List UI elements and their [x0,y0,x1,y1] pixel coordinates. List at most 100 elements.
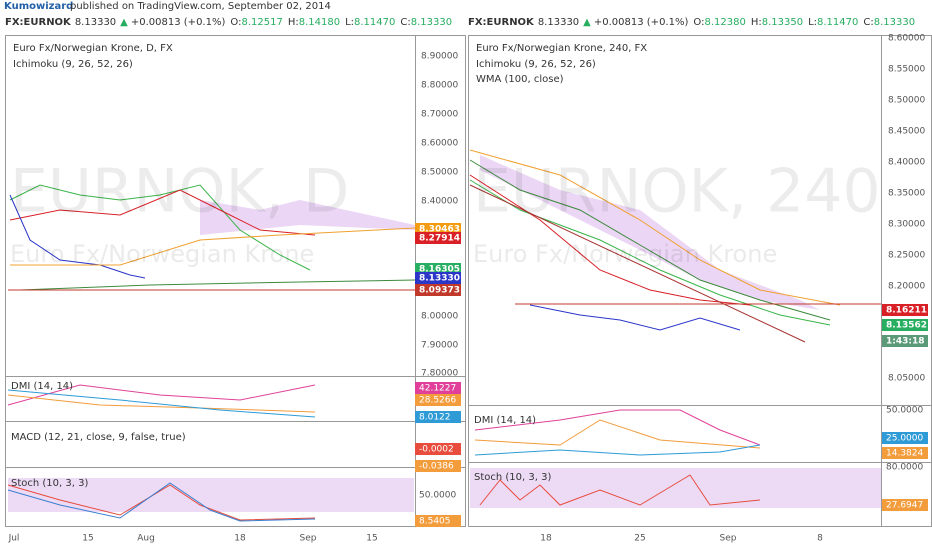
price-tag: 8.16305 [419,265,460,275]
field-value: 8.13330 [411,17,452,28]
up-arrow: ▲ [583,17,591,28]
price-tick: 8.40000 [888,158,925,168]
field-label: H: [288,17,299,28]
pane-label: DMI (14, 14) [11,381,73,392]
pane-tag-bg [415,394,461,406]
field-value: 8.12380 [704,17,745,28]
price-tag-bg [882,304,928,316]
price-tick: 8.20000 [888,282,925,292]
price-tag-bg [415,272,461,284]
pane-tag: 25.0000 [886,434,923,444]
chart-title: Euro Fx/Norwegian Krone, D, FX [13,43,173,54]
pane-tag-bg [415,460,461,472]
pane-label: Stoch (10, 3, 3) [474,472,551,483]
quote-line: FX:EURNOK 8.13330 ▲ +0.00813 (+0.1%) O:8.125… [5,17,452,28]
price-tick: 7.90000 [421,341,458,351]
price-tick: 8.45000 [888,127,925,137]
chart-title: Euro Fx/Norwegian Krone, 240, FX [476,43,647,54]
field-value: 8.13350 [762,17,803,28]
up-arrow: ▲ [120,17,128,28]
pane-tag: 42.1227 [419,384,456,394]
time-tick: 15 [366,534,377,544]
price-tag-bg [415,232,461,244]
last-price: 8.13330 [538,17,579,28]
field-value: 8.14180 [299,17,340,28]
field-label: C: [863,17,873,28]
watermark-sub: Euro Fx/Norwegian Krone [473,240,777,268]
pane-tag: 8.5405 [419,517,451,527]
pane-tag: 50.0000 [419,491,456,501]
time-tick: Sep [300,534,317,544]
price-tag: 8.16211 [886,306,927,316]
pane-tag-bg [882,432,928,444]
time-tick: 18 [234,534,246,544]
watermark-sub: Euro Fx/Norwegian Krone [10,240,314,268]
published: published on TradingView.com, September … [70,1,331,12]
field-value: 8.12517 [241,17,282,28]
time-tick: Jul [8,534,20,544]
time-tick: Sep [720,534,737,544]
pane-tag: 28.5266 [419,396,456,406]
pane-tag-bg [415,443,461,455]
price-tag: 1:43:18 [886,337,925,347]
pane-tag: -0.0386 [419,462,454,472]
field-label: L: [345,17,354,28]
field-value: 8.11470 [354,17,395,28]
price-tag-bg [882,335,928,347]
pane-tag: 14.3824 [886,449,923,459]
watermark: EURNOK, 240 [473,157,881,227]
pane-tag: -0.0002 [419,445,454,455]
price-tag: 8.09373 [419,286,460,296]
time-tick: 15 [82,534,93,544]
author[interactable]: Kumowizard [4,1,73,12]
field-label: C: [400,17,410,28]
price-tag-bg [882,319,928,331]
price-tick: 8.80000 [421,81,458,91]
price-tag: 8.13330 [419,274,460,284]
watermark: EURNOK, D [10,157,349,227]
symbol: FX:EURNOK [468,17,535,28]
indicator-label: Ichimoku (9, 26, 52, 26) [476,59,596,70]
pane-tag-bg [415,411,461,423]
indicator-label: Ichimoku (9, 26, 52, 26) [13,59,133,70]
time-tick: 8 [817,534,823,544]
change: +0.00813 (+0.1%) [594,17,689,28]
price-tick: 8.50000 [421,168,458,178]
price-tick: 8.90000 [421,52,458,62]
price-tag-bg [415,284,461,296]
pane-tag: 27.6947 [886,501,923,511]
price-tag: 8.13562 [886,321,927,331]
symbol: FX:EURNOK [5,17,72,28]
price-tick: 7.80000 [421,369,458,379]
indicator-label: WMA (100, close) [476,74,564,85]
pane-tag-bg [882,499,928,511]
field-label: L: [808,17,817,28]
time-tick: Aug [137,534,155,544]
pane-tag-bg [415,382,461,394]
price-tag: 8.30463 [419,225,460,235]
pane-label: MACD (12, 21, close, 9, false, true) [11,432,186,443]
price-tick: 8.35000 [888,189,925,199]
price-tick: 8.70000 [421,110,458,120]
price-tick: 8.00000 [421,312,458,322]
pane-label: Stoch (10, 3, 3) [11,478,88,489]
field-value: 8.13330 [874,17,915,28]
pane-tag: 50.0000 [886,406,923,416]
price-tick: 8.55000 [888,65,925,75]
change: +0.00813 (+0.1%) [131,17,226,28]
pane-tag: 8.0122 [419,413,451,423]
price-tick: 8.30000 [888,220,925,230]
pane-label: DMI (14, 14) [474,415,536,426]
field-label: O: [230,17,241,28]
price-tag: 8.27914 [419,234,460,244]
time-tick: 18 [540,534,552,544]
price-tick: 8.60000 [421,139,458,149]
field-label: O: [693,17,704,28]
pane-tag: 80.0000 [886,463,923,473]
price-tick: 8.50000 [888,96,925,106]
price-tick: 8.60000 [888,34,925,44]
pane-tag-bg [415,515,461,527]
field-value: 8.11470 [817,17,858,28]
last-price: 8.13330 [75,17,116,28]
